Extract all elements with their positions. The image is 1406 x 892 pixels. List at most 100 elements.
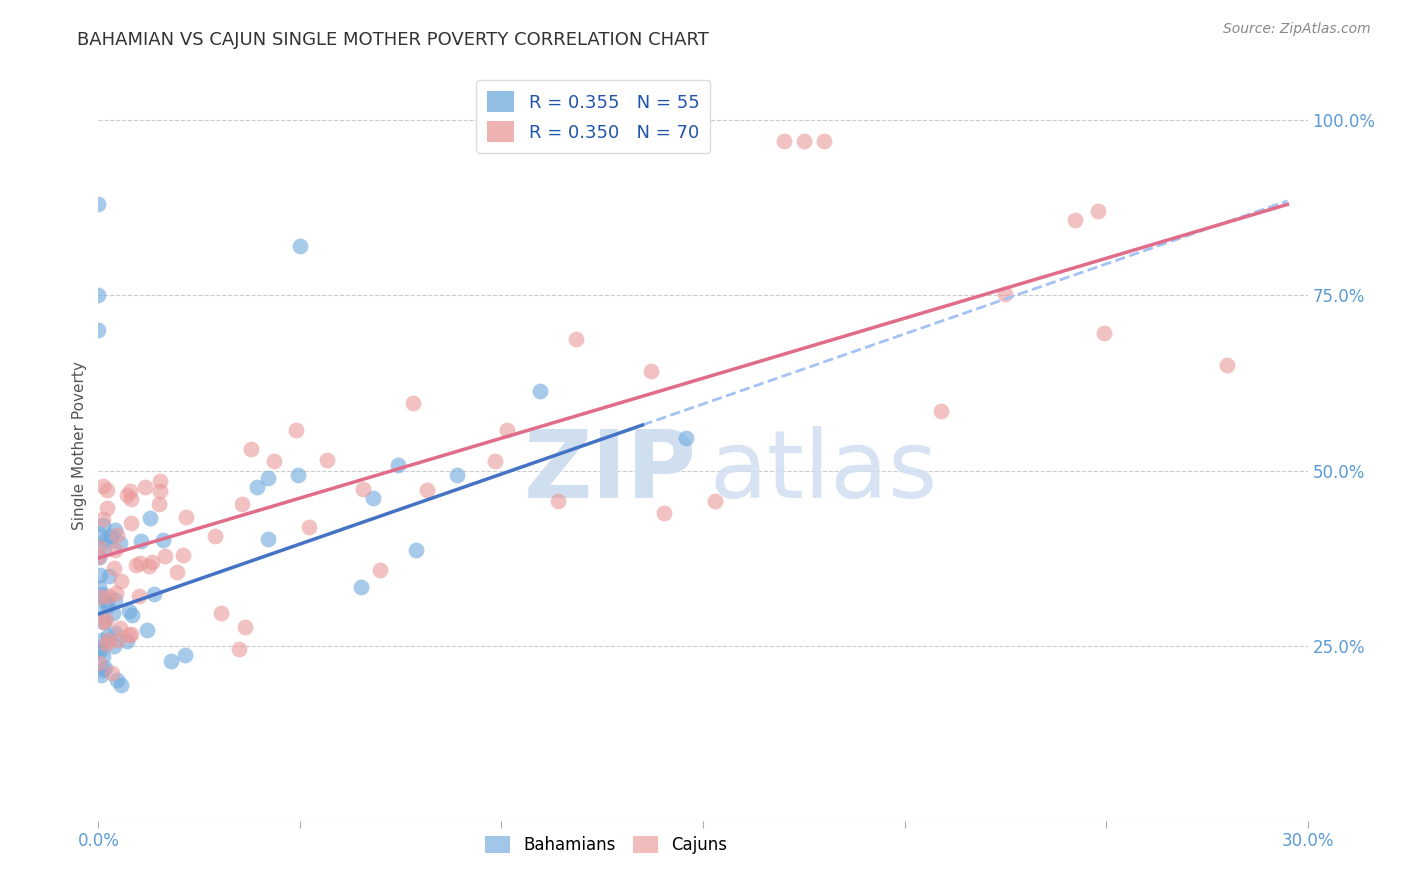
Point [91,632,114,647]
Point [105,528,128,542]
Point [239,442,262,456]
Point [103,561,125,575]
Point [315,453,337,467]
Point [101,666,124,681]
Point [1064,212,1087,227]
Point [107,632,129,647]
Point [287,468,309,483]
Point [929,403,952,417]
Point [87,197,110,211]
Point [284,424,307,438]
Point [204,529,226,543]
Point [813,135,835,149]
Point [94,594,117,608]
Point [246,480,269,494]
Point [120,491,142,506]
Point [495,423,517,437]
Point [87,656,110,670]
Point [1216,359,1239,373]
Point [103,607,125,621]
Legend: Bahamians, Cajuns: Bahamians, Cajuns [479,830,734,861]
Text: Source: ZipAtlas.com: Source: ZipAtlas.com [1223,22,1371,37]
Point [98,569,121,583]
Point [103,639,125,653]
Y-axis label: Single Mother Poverty: Single Mother Poverty [72,361,87,531]
Point [97,589,120,603]
Point [174,648,197,662]
Point [94,533,117,548]
Point [793,135,815,149]
Point [104,523,127,537]
Point [91,663,114,677]
Point [153,549,176,563]
Text: BAHAMIAN VS CAJUN SINGLE MOTHER POVERTY CORRELATION CHART: BAHAMIAN VS CAJUN SINGLE MOTHER POVERTY … [77,31,709,49]
Point [105,673,128,687]
Point [97,599,120,614]
Point [231,497,253,511]
Point [159,654,181,668]
Point [115,634,138,648]
Point [110,536,132,550]
Point [529,384,551,399]
Point [484,454,506,468]
Point [90,590,112,604]
Point [117,628,139,642]
Point [263,454,285,468]
Point [134,480,156,494]
Point [257,533,280,547]
Text: atlas: atlas [709,426,938,518]
Point [97,632,120,647]
Point [1087,204,1109,219]
Point [120,516,142,531]
Point [110,574,132,588]
Point [100,529,122,543]
Point [141,556,163,570]
Point [91,512,114,526]
Point [994,287,1017,301]
Point [94,540,117,554]
Point [446,468,468,483]
Point [166,566,188,580]
Point [87,288,110,302]
Point [564,332,586,346]
Point [89,580,111,594]
Point [91,518,114,533]
Point [108,621,131,635]
Point [89,568,111,582]
Point [772,135,794,149]
Point [128,589,150,603]
Point [91,648,114,663]
Point [148,498,170,512]
Point [89,540,111,554]
Point [129,557,152,571]
Point [87,323,110,337]
Point [361,491,384,506]
Point [94,637,117,651]
Point [652,507,675,521]
Point [143,587,166,601]
Point [352,482,374,496]
Point [129,534,152,549]
Point [149,474,172,488]
Point [91,615,114,630]
Text: ZIP: ZIP [524,426,697,518]
Point [256,471,278,485]
Point [120,483,142,498]
Point [415,483,437,497]
Point [350,580,373,594]
Point [110,677,132,691]
Point [149,483,172,498]
Point [211,606,233,620]
Point [90,587,112,601]
Point [288,239,311,253]
Point [91,478,114,492]
Point [93,661,115,675]
Point [704,494,727,508]
Point [104,542,127,557]
Point [104,586,127,600]
Point [387,458,409,473]
Point [96,483,118,497]
Point [172,549,194,563]
Point [93,615,115,629]
Point [136,624,159,638]
